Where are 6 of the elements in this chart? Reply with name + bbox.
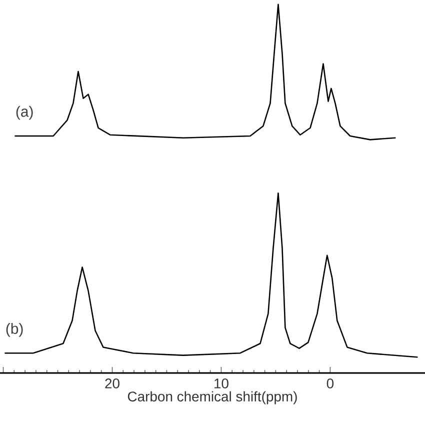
x-tick-label: 20 bbox=[105, 378, 120, 388]
x-tick-label: 0 bbox=[326, 378, 334, 388]
series-label: (b) bbox=[6, 322, 23, 337]
x-tick-label: 10 bbox=[214, 378, 228, 388]
series-label: (a) bbox=[16, 106, 33, 120]
x-axis-title: Carbon chemical shift(ppm) bbox=[128, 391, 297, 404]
